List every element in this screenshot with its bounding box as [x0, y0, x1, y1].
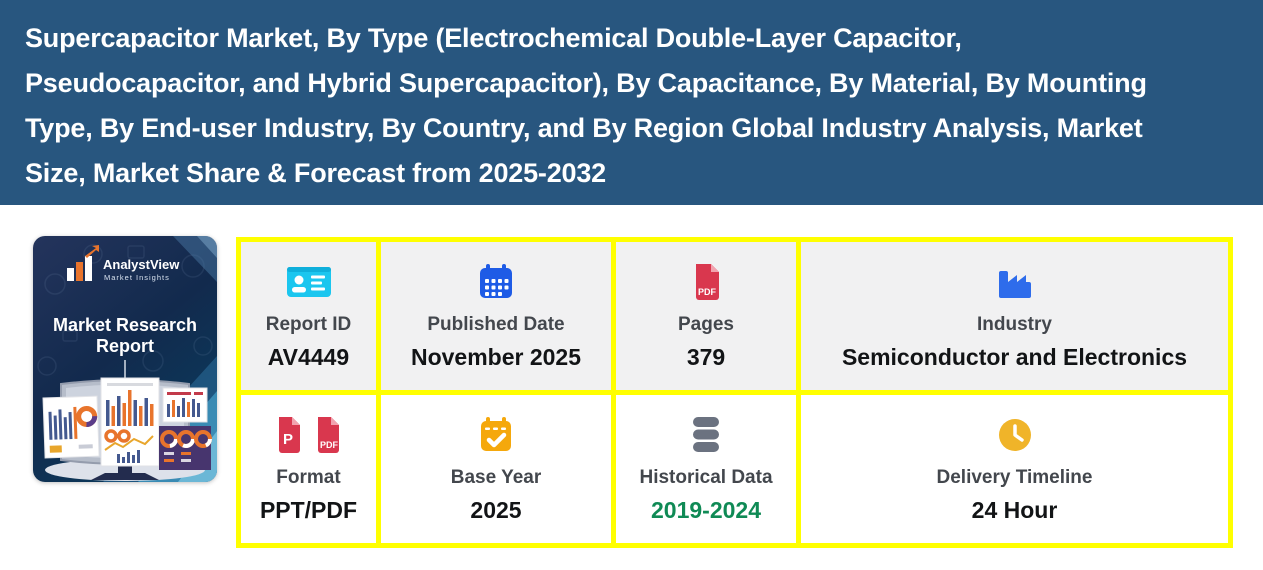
info-label: Report ID	[265, 314, 352, 335]
thumbnail-caption-line-2: Report	[96, 336, 154, 356]
info-label: Pages	[678, 314, 734, 335]
svg-text:PDF: PDF	[320, 440, 339, 450]
page-title-line-3: Type, By End-user Industry, By Country, …	[25, 113, 1143, 143]
info-label: Industry	[977, 314, 1052, 335]
info-cell-published-date: Published Date November 2025	[381, 242, 611, 390]
background-pattern	[37, 244, 213, 376]
info-value: AV4449	[267, 344, 350, 370]
info-cell-format: P PDF Format PPT/PDF	[241, 395, 376, 543]
svg-text:PDF: PDF	[698, 287, 717, 297]
page-title-line-2: Pseudocapacitor, and Hybrid Supercapacit…	[25, 68, 1147, 98]
thumbnail-caption-line-1: Market Research	[53, 315, 197, 335]
report-info-grid: Report ID AV4449 Published Date November	[236, 237, 1233, 548]
pdf-file-icon: PDF	[317, 417, 339, 453]
info-label: Format	[276, 467, 341, 488]
ppt-file-icon: P	[278, 417, 300, 453]
info-cell-report-id: Report ID AV4449	[241, 242, 376, 390]
info-label: Delivery Timeline	[936, 467, 1093, 488]
page-title-line-1: Supercapacitor Market, By Type (Electroc…	[25, 23, 962, 53]
report-thumbnail[interactable]: AnalystView Market Insights Market Resea…	[33, 236, 217, 482]
info-value: PPT/PDF	[259, 497, 358, 523]
chart-doc-center	[100, 377, 160, 467]
info-value: 2019-2024	[651, 497, 761, 523]
calendar-check-icon	[476, 413, 516, 457]
page-title-line-4: Size, Market Share & Forecast from 2025-…	[25, 158, 606, 188]
ppt-pdf-file-icons: P PDF	[273, 413, 345, 457]
info-value: November 2025	[410, 344, 582, 370]
calendar-icon	[476, 260, 516, 304]
info-cell-base-year: Base Year 2025	[381, 395, 611, 543]
info-cell-pages: PDF Pages 379	[616, 242, 796, 390]
title-banner: Supercapacitor Market, By Type (Electroc…	[0, 0, 1263, 205]
chart-doc-left	[42, 395, 100, 459]
brand-name: AnalystView	[103, 257, 180, 272]
info-value: 2025	[470, 497, 522, 523]
factory-icon	[993, 260, 1037, 304]
info-label: Historical Data	[639, 467, 773, 488]
brand-tagline: Market Insights	[104, 273, 170, 282]
info-value: Semiconductor and Electronics	[841, 344, 1188, 370]
info-value: 379	[686, 344, 726, 370]
pdf-file-icon: PDF	[689, 260, 723, 304]
info-value: 24 Hour	[971, 497, 1058, 523]
chart-panel-right-bottom	[159, 426, 212, 470]
info-cell-historical-data: Historical Data 2019-2024	[616, 395, 796, 543]
info-label: Published Date	[427, 314, 565, 335]
info-cell-delivery-timeline: Delivery Timeline 24 Hour	[801, 395, 1228, 543]
id-card-icon	[286, 260, 332, 304]
svg-text:P: P	[282, 431, 292, 448]
clock-icon	[997, 413, 1033, 457]
chart-doc-right-top	[162, 387, 208, 423]
info-cell-industry: Industry Semiconductor and Electronics	[801, 242, 1228, 390]
info-label: Base Year	[450, 467, 542, 488]
database-icon	[688, 413, 724, 457]
caption-connector-line	[124, 360, 126, 390]
analystview-logo-icon	[67, 245, 99, 281]
